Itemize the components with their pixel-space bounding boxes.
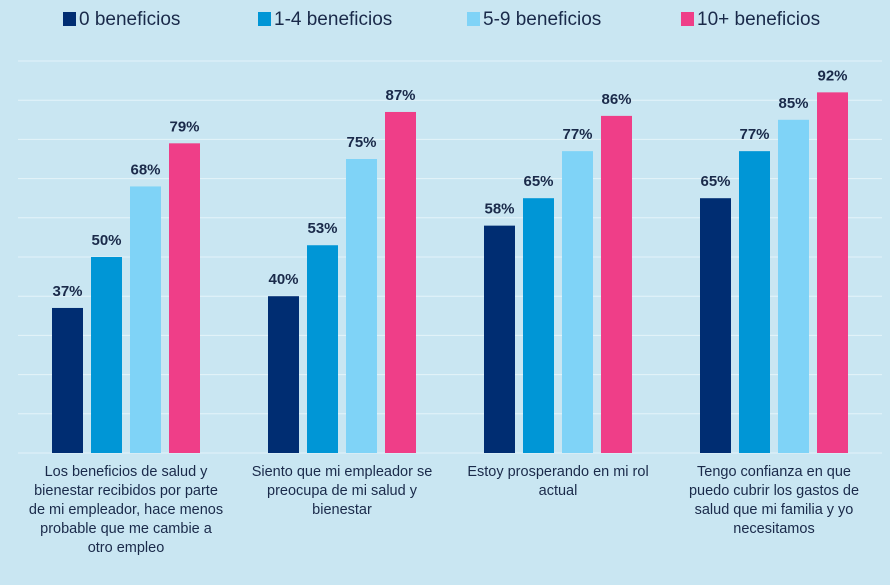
x-tick-label: Los beneficios de salud y bienestar reci…: [28, 464, 224, 556]
legend-swatch: [63, 12, 76, 26]
bar: [484, 225, 515, 453]
x-tick-label: Tengo confianza en que puedo cubrir los …: [688, 464, 860, 537]
bar: [700, 198, 731, 453]
bar: [778, 119, 809, 454]
data-label: 65%: [523, 173, 553, 190]
legend-swatch: [467, 12, 480, 26]
data-label: 77%: [562, 126, 592, 143]
bar: [385, 111, 416, 454]
data-label: 65%: [700, 173, 730, 190]
bar: [91, 257, 122, 453]
bar: [562, 151, 593, 453]
legend-label: 5-9 beneficios: [483, 9, 601, 30]
bar: [52, 307, 83, 453]
bar: [130, 186, 161, 453]
data-label: 37%: [52, 283, 82, 300]
data-label: 40%: [268, 271, 298, 288]
x-tick-label: Estoy prosperando en mi rol actual: [467, 464, 649, 499]
bar: [307, 245, 338, 453]
data-label: 75%: [346, 134, 376, 151]
legend-swatch: [258, 12, 271, 26]
data-label: 77%: [739, 126, 769, 143]
data-label: 53%: [307, 220, 337, 237]
data-label: 92%: [817, 67, 847, 84]
bar: [346, 159, 377, 453]
bar: [523, 198, 554, 453]
data-label: 85%: [778, 95, 808, 112]
legend-label: 0 beneficios: [79, 9, 180, 30]
x-tick-label: Siento que mi empleador se preocupa de m…: [251, 464, 433, 518]
legend-swatch: [681, 12, 694, 26]
legend-label: 1-4 beneficios: [274, 9, 392, 30]
data-label: 68%: [130, 161, 160, 178]
data-label: 58%: [484, 201, 514, 218]
bar: [739, 151, 770, 453]
data-label: 87%: [385, 87, 415, 104]
data-label: 86%: [601, 91, 631, 108]
bar: [817, 92, 848, 454]
data-label: 79%: [169, 118, 199, 135]
bar: [169, 143, 200, 453]
bar: [268, 296, 299, 453]
legend-label: 10+ beneficios: [697, 9, 820, 30]
bar: [601, 115, 632, 453]
data-label: 50%: [91, 232, 121, 249]
